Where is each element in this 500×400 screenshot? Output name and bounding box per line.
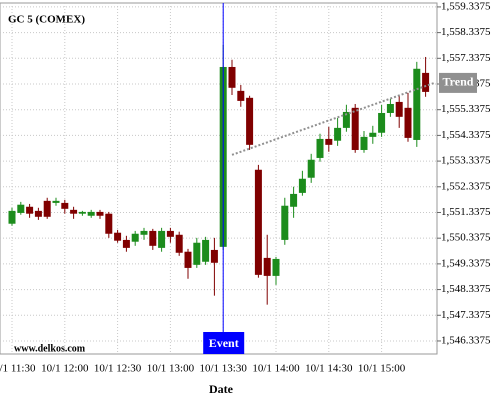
watermark: www.delkos.com xyxy=(14,343,86,354)
candle-body xyxy=(17,204,25,213)
candle-body xyxy=(422,72,430,92)
candle-body xyxy=(131,233,139,242)
x-tick-label: 10/1 15:00 xyxy=(358,363,406,375)
candle-body xyxy=(228,66,236,88)
candle-body xyxy=(8,210,16,224)
y-tick-label: 1,546.3375 xyxy=(441,334,491,346)
x-tick-label: 10/1 14:30 xyxy=(305,363,353,375)
x-tick-label: 10/1 14:00 xyxy=(252,363,300,375)
x-tick-label: 10/1 13:30 xyxy=(200,363,248,375)
y-tick-label: 1,551.3375 xyxy=(441,206,491,218)
y-tick-label: 1,554.3375 xyxy=(441,129,491,141)
candle-body xyxy=(307,159,315,178)
x-tick-label: 10/1 11:30 xyxy=(0,363,36,375)
candle-body xyxy=(105,213,113,234)
candle-body xyxy=(254,169,262,275)
candle-body xyxy=(202,239,210,262)
x-tick-label: 10/1 12:30 xyxy=(94,363,142,375)
candle-body xyxy=(26,206,34,214)
candle-body xyxy=(290,193,298,207)
y-tick-label: 1,552.3375 xyxy=(441,180,491,192)
y-tick-label: 1,558.3375 xyxy=(441,26,491,38)
candle-body xyxy=(237,90,245,101)
y-tick-label: 1,547.3375 xyxy=(441,309,491,321)
x-tick-label: 10/1 13:00 xyxy=(147,363,195,375)
y-tick-label: 1,553.3375 xyxy=(441,155,491,167)
candle-body xyxy=(149,230,157,246)
y-tick-label: 1,557.3375 xyxy=(441,52,491,64)
x-tick-label: 10/1 12:00 xyxy=(41,363,89,375)
candle-body xyxy=(96,211,104,216)
trend-label: Trend xyxy=(443,75,474,89)
chart-title: GC 5 (COMEX) xyxy=(8,14,85,26)
candle-body xyxy=(263,257,271,276)
candle-body xyxy=(61,202,69,209)
candle-body xyxy=(272,258,280,276)
candle-body xyxy=(404,107,412,138)
candle-body xyxy=(351,107,359,150)
event-label-box xyxy=(203,332,245,354)
candle-body xyxy=(334,127,342,141)
candle-body xyxy=(210,249,218,263)
candle-body xyxy=(360,136,368,150)
candle-body xyxy=(43,200,51,217)
y-tick-label: 1,559.3375 xyxy=(441,0,491,12)
candle-body xyxy=(342,111,350,128)
candle-body xyxy=(122,239,130,248)
candle-body xyxy=(298,178,306,193)
candle-body xyxy=(158,230,166,248)
candle-body xyxy=(52,200,60,203)
y-tick-label: 1,549.3375 xyxy=(441,257,491,269)
candle-body xyxy=(281,205,289,240)
candle-body xyxy=(413,68,421,140)
candle-body xyxy=(193,242,201,265)
candle-body xyxy=(166,230,174,237)
candle-body xyxy=(34,210,42,217)
event-label: Event xyxy=(209,336,239,350)
candle-body xyxy=(386,103,394,113)
candle-body xyxy=(378,112,386,133)
candle-body xyxy=(114,232,122,241)
candle-body xyxy=(70,209,78,214)
x-axis-title: Date xyxy=(209,382,234,396)
candle-body xyxy=(325,138,333,145)
candle-body xyxy=(316,138,324,158)
candle-body xyxy=(369,132,377,137)
candle-body xyxy=(395,101,403,117)
plot-area xyxy=(0,2,438,355)
y-tick-label: 1,555.3375 xyxy=(441,103,491,115)
trend-label-box xyxy=(439,72,477,93)
candle-body xyxy=(78,211,86,214)
candle-body xyxy=(246,97,254,145)
candle-body xyxy=(175,234,183,253)
y-tick-label: 1,548.3375 xyxy=(441,283,491,295)
candle-body xyxy=(140,230,148,235)
candle-body xyxy=(87,211,95,216)
candle-body xyxy=(184,251,192,268)
y-tick-label: 1,550.3375 xyxy=(441,232,491,244)
